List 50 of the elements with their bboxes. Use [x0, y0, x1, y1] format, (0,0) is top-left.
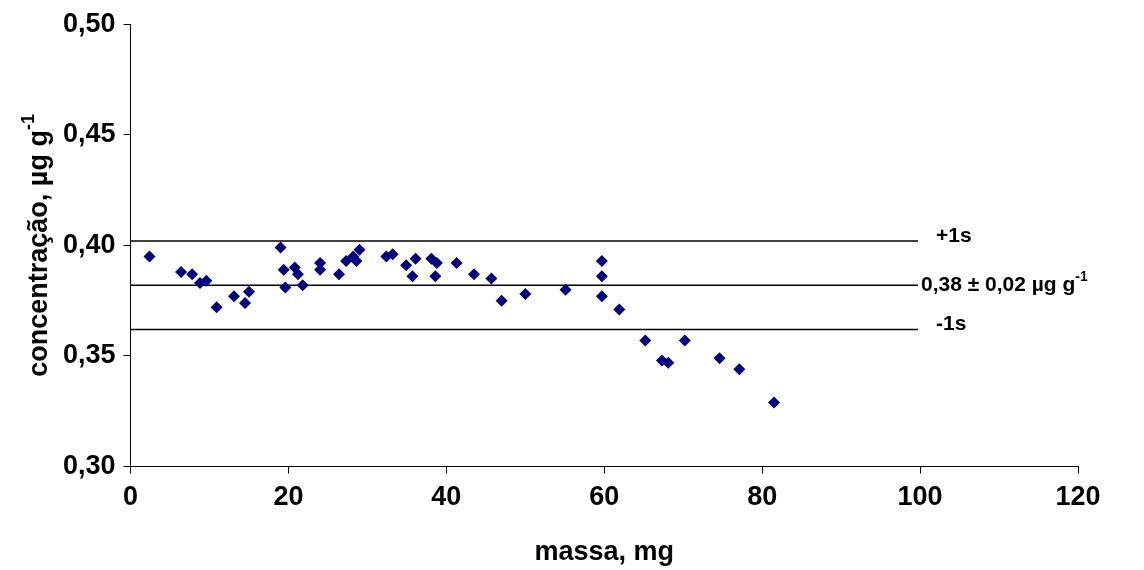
point: [595, 270, 608, 283]
point: [768, 396, 781, 409]
x-tick-label: 20: [273, 481, 304, 512]
point: [239, 296, 252, 309]
x-tick-label: 40: [431, 481, 462, 512]
point: [468, 268, 480, 281]
point: [291, 268, 304, 281]
x-tick-label: 60: [589, 481, 620, 512]
point: [595, 254, 608, 267]
y-tick-label: 0,50: [62, 7, 116, 38]
point: [296, 279, 309, 292]
y-tick-label: 0,35: [62, 339, 116, 370]
point: [277, 263, 290, 276]
point: [519, 288, 532, 301]
point: [639, 334, 652, 347]
x-tick-label: 80: [747, 481, 778, 512]
y-tick-label: 0,30: [62, 450, 116, 481]
point: [429, 270, 442, 283]
x-tick-label: 120: [1055, 481, 1101, 512]
point: [279, 281, 292, 294]
point: [450, 257, 463, 270]
point: [678, 334, 691, 347]
point: [713, 352, 726, 365]
y-tick-label: 0,40: [62, 228, 116, 259]
point: [613, 303, 626, 316]
point: [353, 243, 366, 256]
y-axis-title: concentração, µg g-1: [18, 114, 54, 377]
ref-line-label: +1s: [936, 222, 972, 246]
point: [242, 285, 255, 298]
y-tick-label: 0,45: [62, 118, 116, 149]
point: [340, 254, 353, 267]
point: [227, 290, 240, 303]
point: [332, 268, 345, 281]
point: [495, 294, 508, 307]
x-tick-label: 0: [123, 481, 139, 512]
point: [400, 259, 413, 272]
point: [143, 250, 156, 263]
point: [186, 268, 199, 281]
ref-line-label: -1s: [936, 311, 967, 335]
point: [733, 363, 746, 376]
point: [595, 290, 608, 303]
point: [559, 283, 572, 296]
x-tick-label: 100: [897, 481, 943, 512]
point: [409, 252, 422, 265]
point: [485, 272, 498, 285]
point: [210, 301, 223, 314]
point: [406, 270, 419, 283]
point: [175, 265, 188, 278]
point: [274, 241, 287, 254]
x-axis-title: massa, mg: [534, 536, 675, 567]
